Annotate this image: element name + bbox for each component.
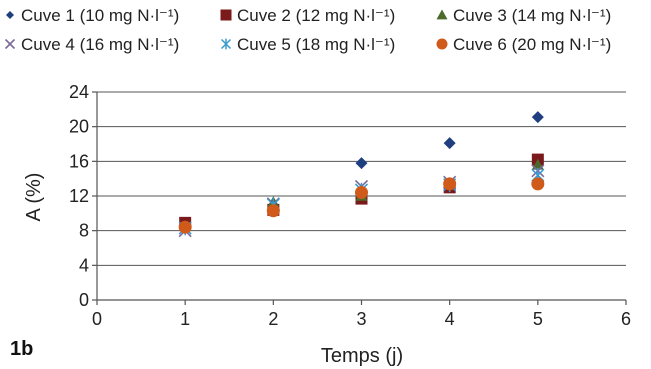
legend-item: Cuve 3 (14 mg N·l⁻¹)	[436, 6, 611, 25]
legend-label: Cuve 5 (18 mg N·l⁻¹)	[237, 35, 395, 54]
legend-marker	[6, 11, 14, 19]
x-tick-label: 3	[356, 309, 366, 329]
y-tick-label: 24	[69, 82, 89, 102]
data-point	[178, 220, 192, 234]
legend-marker	[220, 9, 232, 21]
legend-label: Cuve 3 (14 mg N·l⁻¹)	[453, 6, 611, 25]
legend-item: Cuve 2 (12 mg N·l⁻¹)	[220, 6, 395, 25]
x-tick-label: 4	[445, 309, 455, 329]
legend-marker	[4, 38, 16, 50]
x-tick-label: 5	[533, 309, 543, 329]
panel-label: 1b	[10, 338, 33, 360]
legend-item: Cuve 4 (16 mg N·l⁻¹)	[4, 35, 179, 54]
y-tick-label: 16	[69, 151, 89, 171]
legend-item: Cuve 1 (10 mg N·l⁻¹)	[6, 6, 179, 25]
x-tick-label: 2	[268, 309, 278, 329]
x-axis-label: Temps (j)	[321, 345, 403, 367]
data-point	[443, 137, 456, 150]
chart-legend: Cuve 1 (10 mg N·l⁻¹) Cuve 2 (12 mg N·l⁻¹)…	[4, 6, 611, 54]
y-tick-label: 12	[69, 186, 89, 206]
x-tick-label: 6	[621, 309, 631, 329]
y-axis-label: A (%)	[23, 173, 45, 222]
legend-marker	[436, 38, 448, 50]
legend-label: Cuve 4 (16 mg N·l⁻¹)	[21, 35, 179, 54]
y-tick-label: 20	[69, 117, 89, 137]
gridlines	[97, 91, 626, 266]
legend-marker	[436, 9, 448, 20]
y-tick-label: 4	[79, 255, 89, 275]
data-point	[355, 186, 368, 200]
data-point	[531, 111, 544, 124]
legend-label: Cuve 1 (10 mg N·l⁻¹)	[21, 6, 179, 25]
data-point	[443, 177, 457, 191]
legend-item: Cuve 5 (18 mg N·l⁻¹)	[220, 35, 395, 54]
legend-label: Cuve 2 (12 mg N·l⁻¹)	[237, 6, 395, 25]
legend-label: Cuve 6 (20 mg N·l⁻¹)	[453, 35, 611, 54]
legend-marker	[220, 38, 232, 50]
data-points	[178, 111, 545, 238]
series-6	[178, 177, 545, 234]
data-point	[531, 177, 545, 191]
data-point	[266, 204, 280, 218]
y-tick-label: 0	[79, 290, 89, 310]
legend-item: Cuve 6 (20 mg N·l⁻¹)	[436, 35, 611, 54]
x-tick-label: 0	[92, 309, 102, 329]
data-point	[355, 157, 368, 170]
y-tick-label: 8	[79, 221, 89, 241]
x-tick-label: 1	[180, 309, 190, 329]
axes	[92, 91, 627, 305]
series-1	[179, 111, 544, 231]
